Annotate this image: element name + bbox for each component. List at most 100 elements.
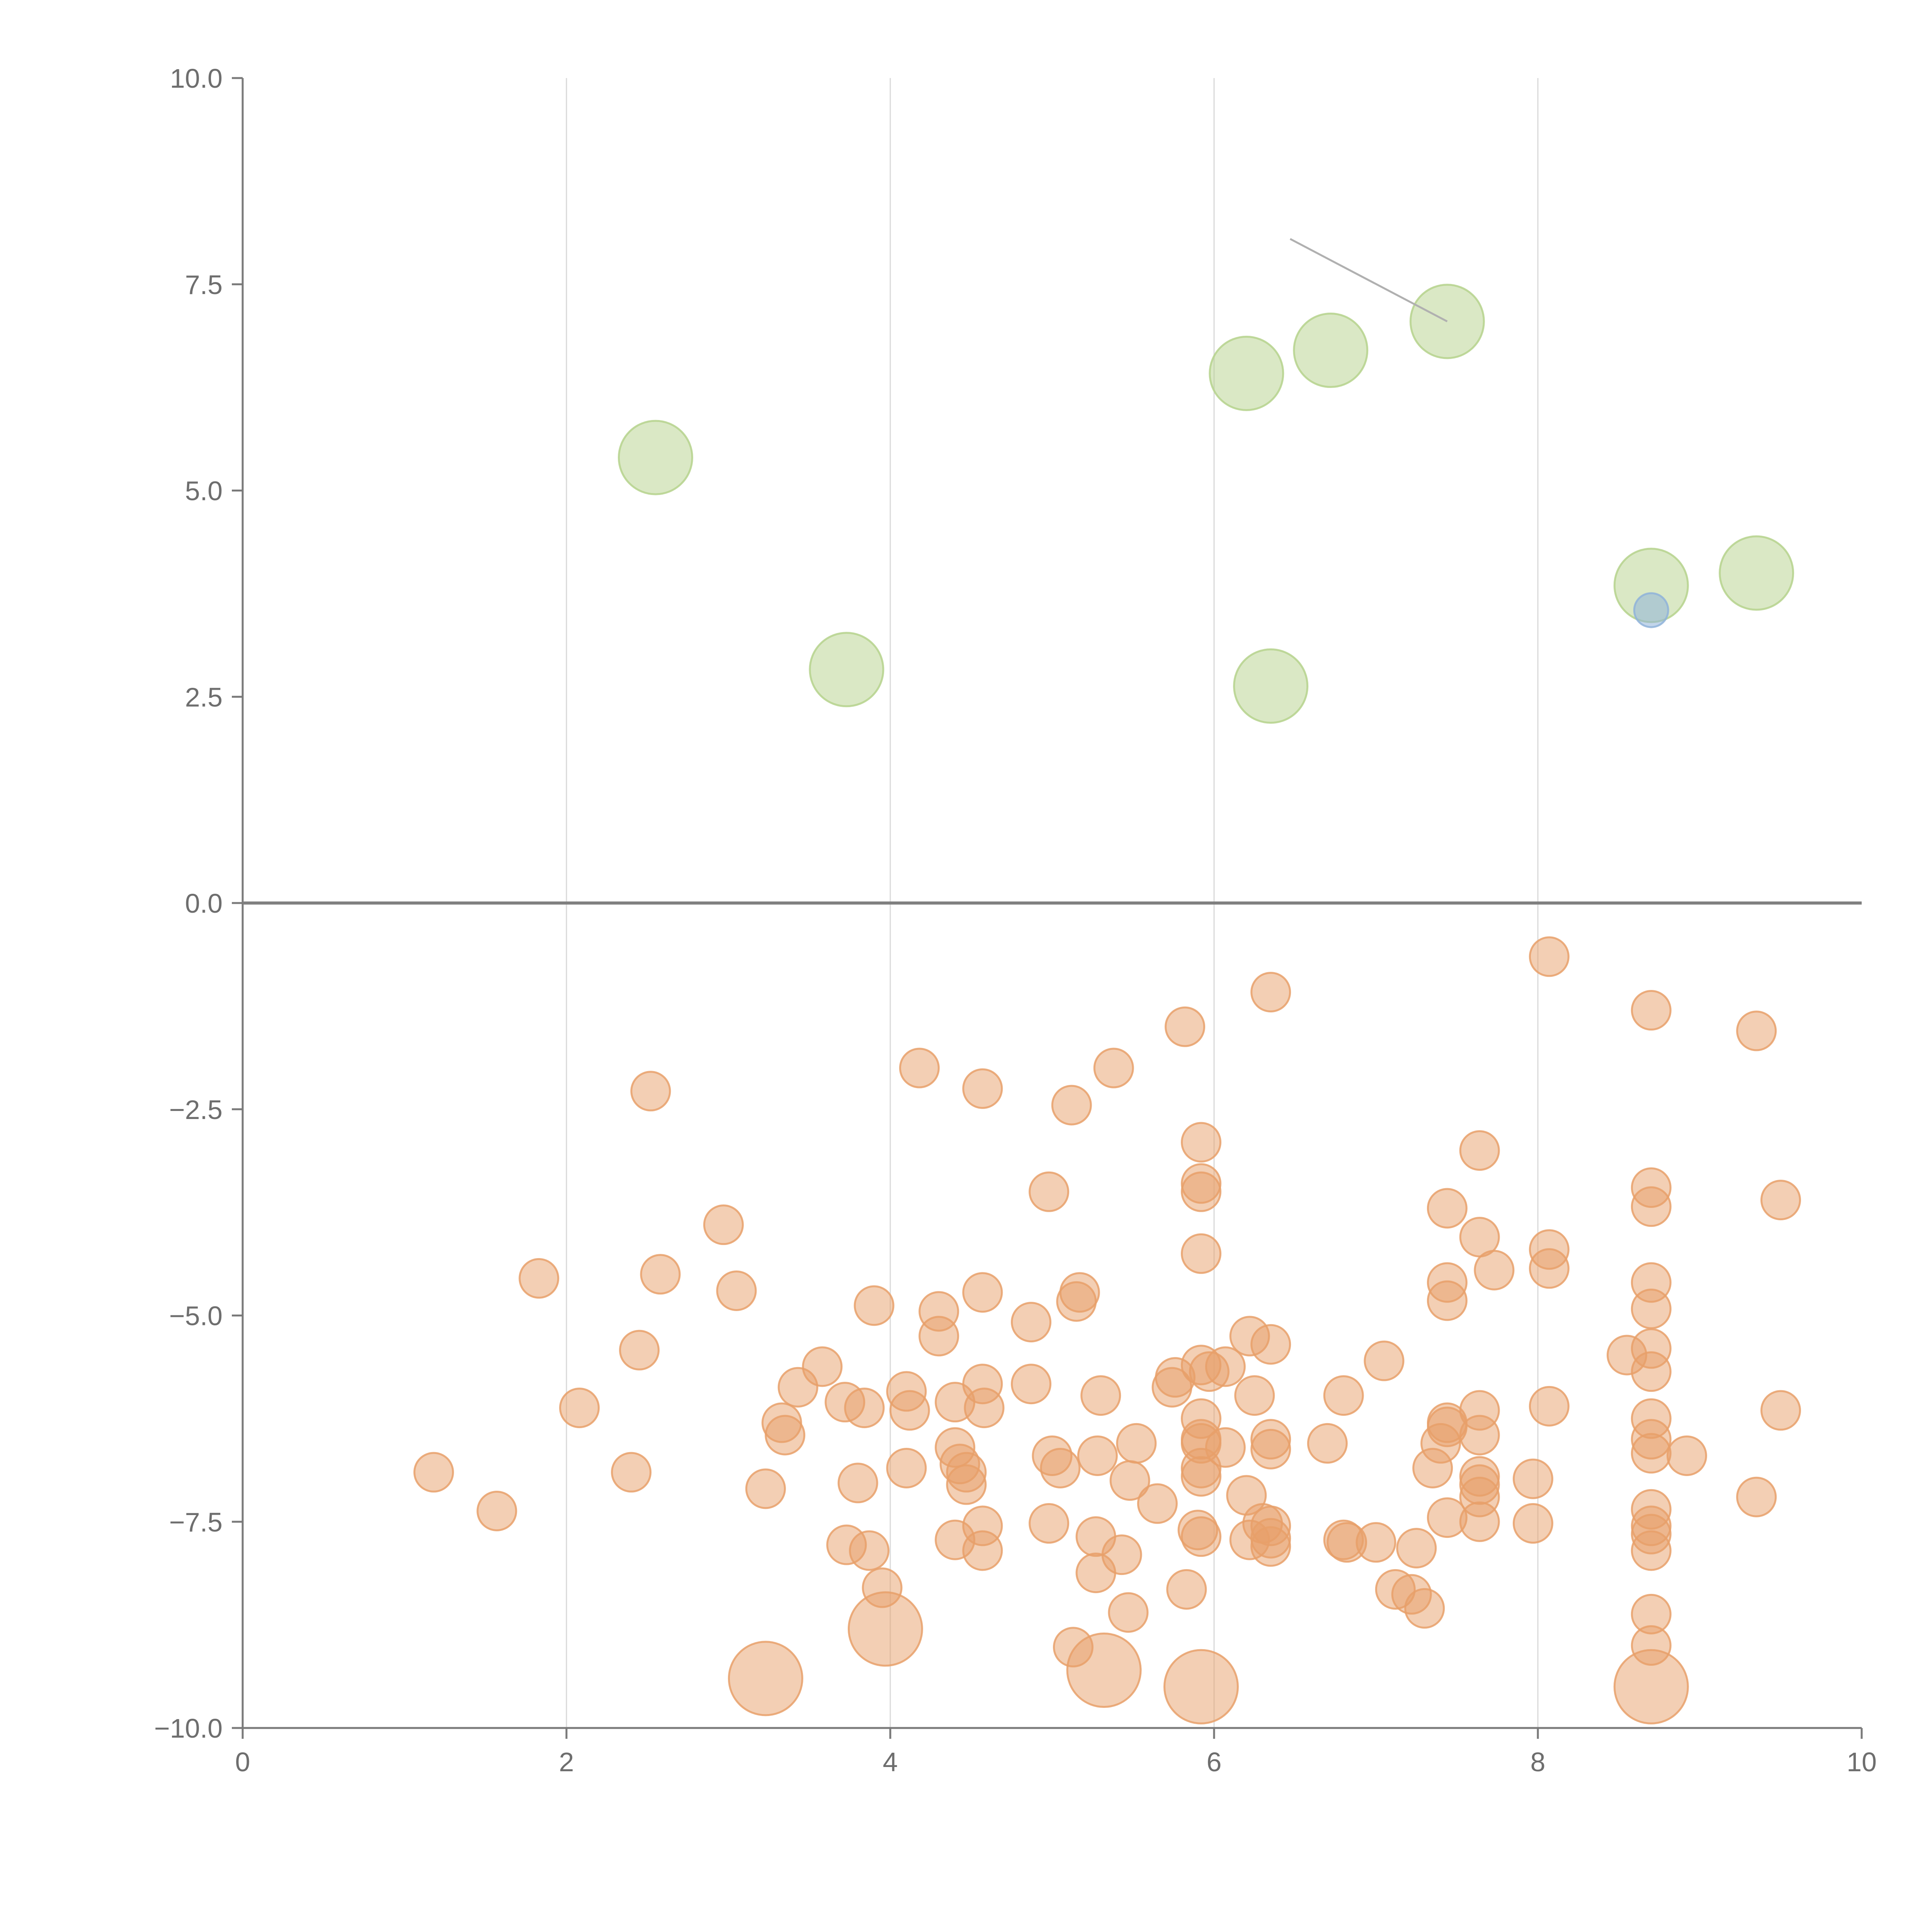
point-negative-97 — [1412, 1447, 1453, 1488]
point-negative-26 — [640, 1254, 681, 1295]
point-negative-25 — [519, 1258, 560, 1299]
y-tick-label-6: 5.0 — [185, 476, 223, 506]
point-negative-48 — [1189, 1351, 1230, 1392]
point-negative-40 — [1250, 1324, 1291, 1365]
y-tick-label-2: −5.0 — [169, 1301, 223, 1331]
point-negative-87 — [1631, 1433, 1672, 1474]
y-tick-label-5: 2.5 — [185, 682, 223, 712]
point-negative-11 — [1459, 1130, 1500, 1171]
point-negative-16 — [1631, 1186, 1672, 1227]
point-negative-5 — [899, 1048, 940, 1088]
point-negative-19 — [703, 1204, 744, 1245]
point-negative-62 — [844, 1388, 885, 1429]
point-negative-74 — [765, 1415, 806, 1456]
point-positive-0 — [617, 420, 693, 495]
point-negative-114 — [1512, 1503, 1553, 1544]
point-negative-23 — [1474, 1250, 1515, 1291]
point-negative-130 — [849, 1530, 890, 1571]
point-negative-4 — [1165, 1006, 1206, 1047]
y-tick-label-0: −10.0 — [154, 1713, 223, 1743]
point-negative-67 — [1760, 1390, 1801, 1431]
point-negative-54 — [1151, 1367, 1192, 1408]
point-negative-73 — [1459, 1415, 1500, 1456]
point-negative-36 — [1631, 1288, 1672, 1329]
point-negative-109 — [476, 1490, 517, 1531]
point-negative-34 — [854, 1285, 895, 1326]
point-negative-33 — [1427, 1280, 1468, 1321]
point-negative-90 — [611, 1452, 652, 1493]
point-negative-55 — [1011, 1364, 1052, 1405]
point-negative-108 — [1137, 1483, 1178, 1524]
point-negative-141 — [1404, 1588, 1445, 1629]
point-negative-142 — [1108, 1592, 1149, 1633]
point-negative-24 — [1529, 1248, 1570, 1289]
point-negative-104 — [745, 1468, 786, 1509]
point-negative-56 — [1080, 1375, 1121, 1416]
x-tick-label-2: 2 — [559, 1747, 574, 1777]
point-negative-12 — [1029, 1171, 1070, 1212]
point-negative-7 — [630, 1071, 671, 1112]
point-negative-100 — [837, 1463, 878, 1503]
point-negative-84 — [1250, 1429, 1291, 1469]
point-negative-145 — [1631, 1625, 1672, 1666]
point-negative-63 — [889, 1390, 930, 1431]
point-negative-129 — [1355, 1522, 1396, 1563]
point-negative-64 — [964, 1388, 1005, 1429]
point-negative-61 — [559, 1388, 600, 1429]
point-negative-57 — [1234, 1375, 1275, 1416]
point-negative-89 — [413, 1452, 454, 1493]
point-negative-41 — [619, 1330, 660, 1371]
point-negative-58 — [1323, 1375, 1364, 1416]
point-positive-5 — [1233, 648, 1309, 724]
point-negative-30 — [962, 1272, 1003, 1313]
point-negative-113 — [1459, 1501, 1500, 1542]
y-tick-label-3: −2.5 — [169, 1095, 223, 1125]
point-negative-39 — [918, 1316, 959, 1357]
point-negative-93 — [1040, 1447, 1081, 1488]
point-negative-65 — [1529, 1386, 1570, 1427]
point-negative-96 — [1180, 1456, 1221, 1497]
point-positive-7 — [1719, 535, 1794, 611]
annotation-leader-line — [1289, 238, 1448, 323]
point-negative-14 — [1180, 1171, 1221, 1212]
point-negative-102 — [1109, 1460, 1150, 1501]
point-positive-3 — [1293, 313, 1369, 388]
point-negative-138 — [1166, 1569, 1207, 1610]
point-negative-8 — [962, 1068, 1003, 1109]
point-negative-6 — [1093, 1048, 1134, 1088]
point-negative-112 — [1029, 1503, 1070, 1544]
x-tick-label-4: 4 — [883, 1747, 898, 1777]
point-negative-1 — [1250, 972, 1291, 1013]
point-negative-large-0 — [728, 1641, 803, 1716]
point-negative-27 — [716, 1270, 757, 1311]
point-positive-2 — [1209, 335, 1284, 411]
point-negative-2 — [1631, 990, 1672, 1031]
point-negative-9 — [1051, 1085, 1092, 1126]
point-negative-large-3 — [1163, 1649, 1239, 1725]
point-negative-137 — [862, 1567, 903, 1608]
point-negative-17 — [1760, 1180, 1801, 1221]
point-negative-44 — [1364, 1340, 1405, 1381]
point-negative-22 — [1180, 1233, 1221, 1274]
y-tick-label-1: −7.5 — [169, 1507, 223, 1537]
point-negative-3 — [1736, 1010, 1777, 1051]
point-negative-133 — [1250, 1526, 1291, 1567]
y-tick-label-7: 7.5 — [185, 270, 223, 300]
point-negative-10 — [1180, 1122, 1221, 1163]
point-negative-101 — [946, 1464, 987, 1505]
point-negative-131 — [962, 1530, 1003, 1571]
point-negative-136 — [1075, 1553, 1116, 1594]
point-negative-18 — [1427, 1188, 1468, 1229]
point-negative-94 — [886, 1447, 927, 1488]
point-negative-0 — [1529, 936, 1570, 977]
x-tick-label-0: 0 — [235, 1747, 250, 1777]
point-negative-51 — [777, 1367, 818, 1408]
point-negative-49 — [1631, 1351, 1672, 1392]
y-tick-label-4: 0.0 — [185, 888, 223, 918]
point-negative-32 — [1056, 1281, 1097, 1322]
axis-layer — [232, 77, 1863, 1739]
point-negative-122 — [1180, 1516, 1221, 1557]
point-negative-107 — [1736, 1476, 1777, 1517]
x-tick-label-10: 10 — [1847, 1747, 1877, 1777]
